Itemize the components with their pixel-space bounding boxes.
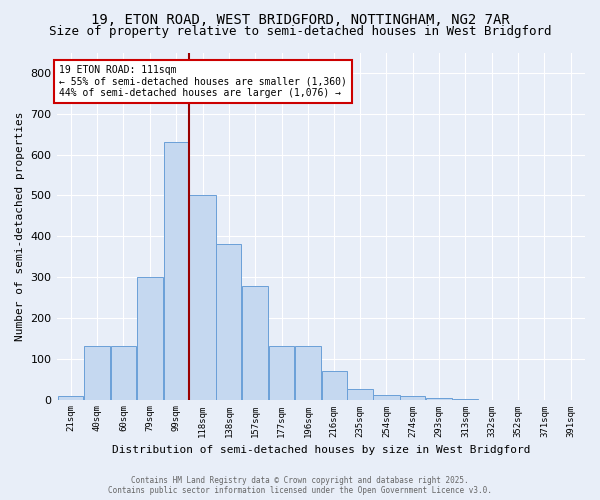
- Text: Contains HM Land Registry data © Crown copyright and database right 2025.
Contai: Contains HM Land Registry data © Crown c…: [108, 476, 492, 495]
- Bar: [295, 346, 321, 400]
- Bar: [373, 396, 400, 400]
- Bar: [347, 390, 373, 400]
- X-axis label: Distribution of semi-detached houses by size in West Bridgford: Distribution of semi-detached houses by …: [112, 445, 530, 455]
- Bar: [426, 398, 452, 400]
- Bar: [189, 196, 216, 400]
- Bar: [164, 142, 189, 400]
- Text: 19, ETON ROAD, WEST BRIDGFORD, NOTTINGHAM, NG2 7AR: 19, ETON ROAD, WEST BRIDGFORD, NOTTINGHA…: [91, 12, 509, 26]
- Y-axis label: Number of semi-detached properties: Number of semi-detached properties: [15, 112, 25, 341]
- Bar: [242, 286, 268, 400]
- Text: Size of property relative to semi-detached houses in West Bridgford: Size of property relative to semi-detach…: [49, 25, 551, 38]
- Bar: [84, 346, 110, 400]
- Bar: [322, 371, 347, 400]
- Bar: [137, 277, 163, 400]
- Text: 19 ETON ROAD: 111sqm
← 55% of semi-detached houses are smaller (1,360)
44% of se: 19 ETON ROAD: 111sqm ← 55% of semi-detac…: [59, 64, 347, 98]
- Bar: [111, 346, 136, 400]
- Bar: [216, 244, 241, 400]
- Bar: [58, 396, 83, 400]
- Bar: [400, 396, 425, 400]
- Bar: [269, 346, 294, 400]
